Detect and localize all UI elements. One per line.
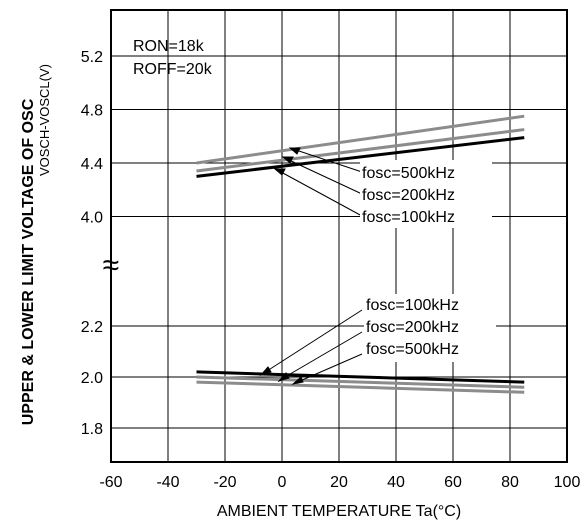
- x-tick-label: 40: [387, 474, 405, 491]
- annotation-lower-200: fosc=200kHz: [366, 319, 459, 336]
- arrowhead-upper-100: [273, 168, 286, 176]
- arrowhead-upper-200: [281, 156, 294, 164]
- x-tick-label: -20: [213, 474, 236, 491]
- x-tick-label: -40: [156, 474, 179, 491]
- conditions-box: RON=18k ROFF=20k: [133, 38, 213, 78]
- y-tick-labels: 5.2 4.8 4.4 4.0 2.2 2.0 1.8: [81, 49, 103, 438]
- lower-annotations: fosc=100kHz fosc=200kHz fosc=500kHz: [364, 294, 496, 362]
- annotation-arrows: [259, 147, 363, 385]
- series-line-lower-fosc-100khz: [196, 370, 525, 384]
- x-tick-label: 80: [501, 474, 519, 491]
- x-tick-label: -60: [99, 474, 122, 491]
- series-line-upper-fosc-500khz: [196, 114, 525, 165]
- annotation-upper-500: fosc=500kHz: [362, 165, 455, 182]
- y-tick-label: 4.0: [81, 210, 103, 227]
- y-tick-label: 1.8: [81, 421, 103, 438]
- annotation-lower-100: fosc=100kHz: [366, 297, 459, 314]
- series-line-upper-fosc-100khz: [196, 136, 525, 178]
- arrow-upper-500: [295, 149, 363, 173]
- arrowhead-upper-500: [288, 147, 301, 155]
- series-line-lower-fosc-500khz: [196, 380, 525, 394]
- plot-frame: [110, 9, 568, 463]
- x-tick-label: 60: [444, 474, 462, 491]
- annotation-upper-100: fosc=100kHz: [362, 209, 455, 226]
- x-axis-label: AMBIENT TEMPERATURE Ta(°C): [217, 503, 461, 520]
- arrowhead-lower-100: [259, 366, 272, 376]
- condition-roff: ROFF=20k: [133, 61, 213, 78]
- axis-break-symbol: ≈: [103, 249, 119, 282]
- condition-ron: RON=18k: [133, 38, 205, 55]
- series-line-lower-fosc-200khz: [196, 375, 525, 389]
- y-axis-label: UPPER & LOWER LIMIT VOLTAGE OF OSC: [20, 98, 37, 425]
- y-tick-label: 2.2: [81, 319, 103, 336]
- annotation-bg: [360, 160, 492, 228]
- annotation-lower-500: fosc=500kHz: [366, 341, 459, 358]
- series-line-upper-fosc-200khz: [196, 128, 525, 173]
- y-axis-unit-label: VOSCH-VOSCL(V): [37, 64, 52, 176]
- y-tick-label: 4.8: [81, 103, 103, 120]
- y-tick-label: 4.4: [81, 156, 103, 173]
- upper-annotations: fosc=500kHz fosc=200kHz fosc=100kHz: [360, 160, 492, 228]
- annotation-upper-200: fosc=200kHz: [362, 187, 455, 204]
- arrow-upper-200: [288, 159, 363, 195]
- series-lines: [196, 114, 525, 394]
- arrow-upper-100: [280, 171, 363, 217]
- y-tick-label: 5.2: [81, 49, 103, 66]
- y-tick-label: 2.0: [81, 370, 103, 387]
- arrow-lower-200: [284, 331, 363, 378]
- x-tick-label: 20: [330, 474, 348, 491]
- arrow-lower-500: [299, 353, 363, 382]
- arrowhead-lower-200: [277, 372, 290, 382]
- x-tick-label: 100: [554, 474, 581, 491]
- arrow-lower-100: [266, 309, 363, 372]
- x-tick-labels: -60 -40 -20 0 20 40 60 80 100: [99, 474, 580, 491]
- arrowhead-lower-500: [291, 376, 304, 385]
- annotation-bg: [364, 294, 496, 362]
- x-tick-label: 0: [278, 474, 287, 491]
